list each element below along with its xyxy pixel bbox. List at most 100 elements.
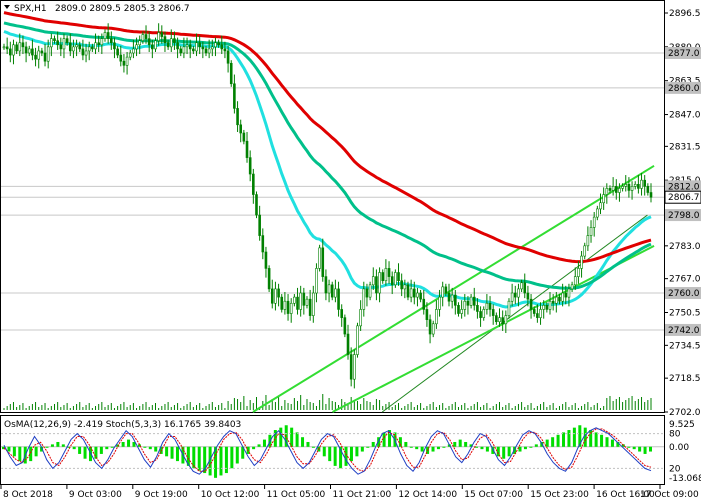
osma-bar [18, 446, 22, 462]
candle-body [624, 183, 628, 187]
osma-bar [94, 446, 98, 459]
candle-body [476, 305, 479, 312]
osma-bar [496, 446, 500, 457]
osma-bar [105, 446, 109, 450]
osma-bar [366, 446, 370, 448]
level-tag-bg [665, 209, 701, 222]
level-tag-bg [665, 180, 701, 193]
time-tick-label: 16 Oct 16:00 [596, 490, 655, 500]
candle-body [630, 186, 634, 191]
candle-body [154, 40, 157, 50]
candle-body [286, 300, 290, 314]
osma-bar [230, 446, 234, 469]
candle-body [466, 300, 470, 306]
candle-body [485, 302, 489, 310]
candle-body [513, 292, 517, 298]
candle-body [220, 44, 224, 50]
candle-body [558, 296, 561, 302]
osma-bar [224, 446, 228, 474]
candle-body [577, 268, 580, 277]
candle-body [198, 42, 201, 48]
candle-body [62, 38, 66, 50]
candle-body [438, 296, 441, 310]
candle-body [18, 42, 22, 52]
osma-bar [349, 446, 353, 462]
osma-bar [127, 439, 131, 447]
candle-body [419, 292, 422, 300]
candle-body [488, 302, 492, 310]
candle-body [460, 309, 463, 314]
candle-body [416, 292, 419, 298]
candle-body [179, 48, 183, 54]
stoch-level-label: 80 [669, 430, 681, 440]
osma-bar [594, 432, 598, 447]
candle-body [431, 323, 435, 335]
candle-body [561, 292, 564, 302]
candle-body [542, 305, 545, 310]
candle-body [491, 309, 495, 316]
candle-body [283, 300, 287, 310]
osma-bar [186, 446, 190, 466]
osma-bar [116, 444, 120, 447]
osma-bar [61, 444, 65, 447]
candle-body [472, 296, 476, 306]
price-tick-label: 2896.5 [669, 9, 701, 19]
candle-body [169, 38, 173, 48]
candle-body [255, 194, 258, 216]
candle-body [173, 38, 176, 44]
price-tick-label: 2847.0 [669, 111, 701, 121]
osma-bar [600, 434, 604, 447]
time-tick-label: 10 Oct 12:00 [201, 490, 260, 500]
candle-body [343, 317, 347, 335]
level-tag-bg [664, 190, 701, 204]
osma-bar [513, 446, 517, 454]
candle-body [252, 173, 255, 195]
candle-body [469, 296, 473, 306]
candle-body [618, 188, 621, 193]
osma-bar [632, 446, 636, 450]
candle-body [280, 296, 284, 310]
time-tick-label: 11 Oct 05:00 [267, 490, 326, 500]
candle-body [406, 284, 410, 298]
dropdown-arrow-icon[interactable] [4, 5, 10, 9]
indicator-axis: 9.525 0.00 -13.068 80 20 [669, 420, 701, 484]
candle-body [498, 317, 501, 323]
candle-body [447, 292, 451, 302]
stochastic-lines [1, 427, 664, 475]
candle-body [34, 54, 37, 60]
level-tag-label: 2812.0 [668, 182, 700, 192]
candle-body [103, 32, 107, 39]
candle-body [409, 288, 413, 298]
candle-body [400, 280, 403, 290]
osma-bar [306, 441, 310, 447]
candle-body [539, 309, 542, 318]
osma-bar [420, 446, 424, 452]
ma-teal-line [3, 21, 652, 290]
osma-bar [99, 446, 103, 454]
candle-body [510, 292, 514, 302]
candle-body [50, 38, 53, 48]
osma-bar [382, 432, 386, 447]
osma-bar [56, 441, 60, 447]
candle-body [135, 44, 138, 50]
candle-body [621, 186, 624, 189]
price-tick-label: 2863.5 [669, 77, 701, 87]
candle-body [68, 42, 72, 52]
candle-body [12, 44, 15, 56]
osma-bar [442, 446, 446, 448]
osma-bar [83, 446, 87, 459]
candle-body [87, 46, 91, 52]
candle-body [147, 38, 151, 46]
candle-body [214, 42, 217, 48]
osma-bar [480, 446, 484, 450]
level-tag-bg [665, 287, 701, 300]
price-tick-label: 2718.5 [669, 374, 701, 384]
osma-bar [589, 430, 593, 447]
candle-body [302, 292, 306, 306]
candle-body [122, 60, 126, 66]
candle-body [637, 183, 640, 189]
candle-body [375, 276, 378, 294]
candle-body [211, 46, 214, 50]
